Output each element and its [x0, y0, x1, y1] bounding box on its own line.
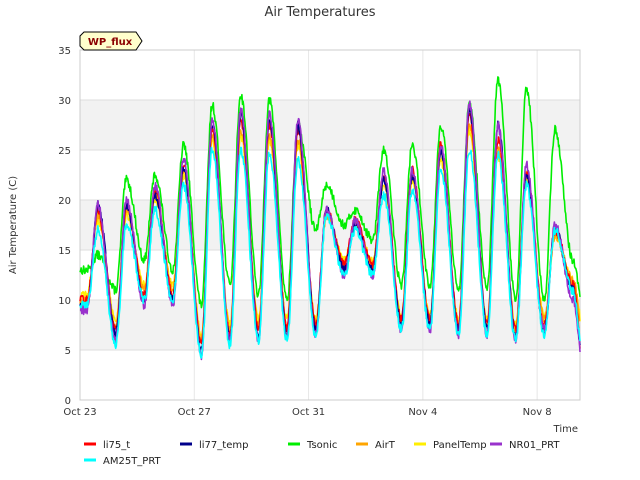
- x-tick-label: Oct 23: [63, 407, 96, 418]
- legend: li75_t li77_temp Tsonic AirT PanelTemp NR01_P…: [84, 440, 560, 467]
- series-line-tsonic: [79, 76, 581, 309]
- y-tick-label: 35: [58, 46, 71, 57]
- y-tick-label: 0: [65, 396, 71, 407]
- x-tick-label: Nov 8: [523, 407, 552, 418]
- legend-label: li77_temp: [199, 440, 248, 451]
- series-line-nr01-prt: [79, 100, 581, 361]
- y-tick-label: 10: [58, 296, 71, 307]
- x-tick-label: Nov 4: [408, 407, 437, 418]
- y-axis-label: Air Temperature (C): [8, 176, 19, 274]
- background-band: [80, 300, 580, 350]
- badge: WP_flux: [79, 31, 143, 51]
- legend-label: AirT: [375, 440, 396, 451]
- plot-frame: [79, 49, 581, 401]
- legend-label: li75_t: [103, 440, 130, 451]
- y-tick-label: 25: [58, 146, 71, 157]
- series-lines: [79, 76, 581, 361]
- y-tick-label: 5: [65, 346, 71, 357]
- legend-label: PanelTemp: [433, 440, 487, 451]
- legend-label: NR01_PRT: [509, 440, 560, 451]
- y-tick-label: 30: [58, 96, 71, 107]
- chart-title: Air Temperatures: [264, 5, 375, 20]
- legend-label: AM25T_PRT: [103, 456, 162, 467]
- x-tick-label: Oct 31: [292, 407, 325, 418]
- y-tick-label: 15: [58, 246, 71, 257]
- x-tick-label: Oct 27: [178, 407, 211, 418]
- series-line-am25t-prt: [79, 146, 581, 359]
- legend-label: Tsonic: [306, 440, 337, 451]
- y-axis-ticks: 0 5 10 15 20 25 30 35: [58, 46, 71, 407]
- badge-box: [79, 31, 143, 51]
- x-axis-ticks: Oct 23 Oct 27 Oct 31 Nov 4 Nov 8: [63, 407, 551, 418]
- badge-label: WP_flux: [88, 37, 133, 48]
- y-tick-label: 20: [58, 196, 71, 207]
- x-axis-label: Time: [553, 424, 578, 435]
